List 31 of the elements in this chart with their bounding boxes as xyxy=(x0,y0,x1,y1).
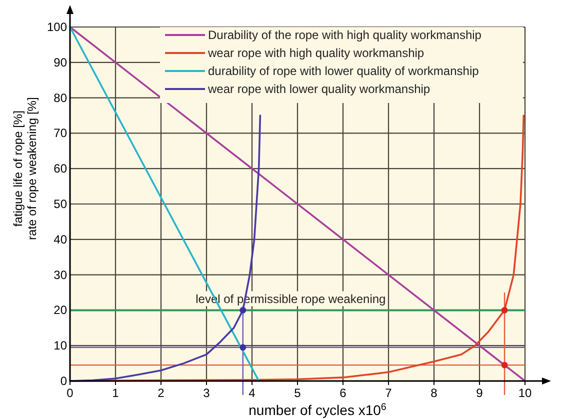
y-tick-label: 80 xyxy=(54,90,68,105)
point xyxy=(240,307,246,314)
x-tick-label: 1 xyxy=(112,386,120,400)
y-tick-label: 60 xyxy=(54,162,68,176)
legend-label: wear rope with high quality workmanship xyxy=(207,46,424,60)
legend-label: Durability of the rope with high quality workmanship xyxy=(208,28,482,42)
y-tick-label: 20 xyxy=(54,303,68,318)
x-tick-label: 7 xyxy=(385,386,392,400)
x-tick-label: 4 xyxy=(248,386,256,400)
x-tick-label: 2 xyxy=(158,386,165,400)
legend-label: wear rope with lower quality workmanship xyxy=(207,82,430,96)
y-axis-title: fatigue life of rope [%] rate of rope weakening [%] xyxy=(11,97,39,240)
x-tick-label: 5 xyxy=(294,386,302,400)
x-tick-label: 6 xyxy=(340,386,347,400)
y-tick-label: 90 xyxy=(54,55,68,70)
y-tick-label: 100 xyxy=(46,20,68,34)
y-tick-label: 40 xyxy=(54,232,68,246)
y-tick-label: 70 xyxy=(54,126,68,140)
point xyxy=(501,307,508,314)
x-axis-title: number of cycles x10$^{6}$ xyxy=(248,402,387,418)
y-tick-label: 50 xyxy=(54,197,68,211)
x-tick-label: 10 xyxy=(518,386,532,400)
point xyxy=(240,344,246,351)
y-tick-label: 0 xyxy=(60,374,68,388)
y-tick-label: 10 xyxy=(54,338,68,353)
x-tick-label: 8 xyxy=(430,386,438,400)
x-tick-label: 9 xyxy=(476,386,484,400)
legend-label: durability of rope with lower quality of workmanship xyxy=(208,64,480,78)
y-tick-label: 30 xyxy=(54,268,68,282)
point xyxy=(501,362,508,368)
x-tick-label: 3 xyxy=(203,386,210,400)
